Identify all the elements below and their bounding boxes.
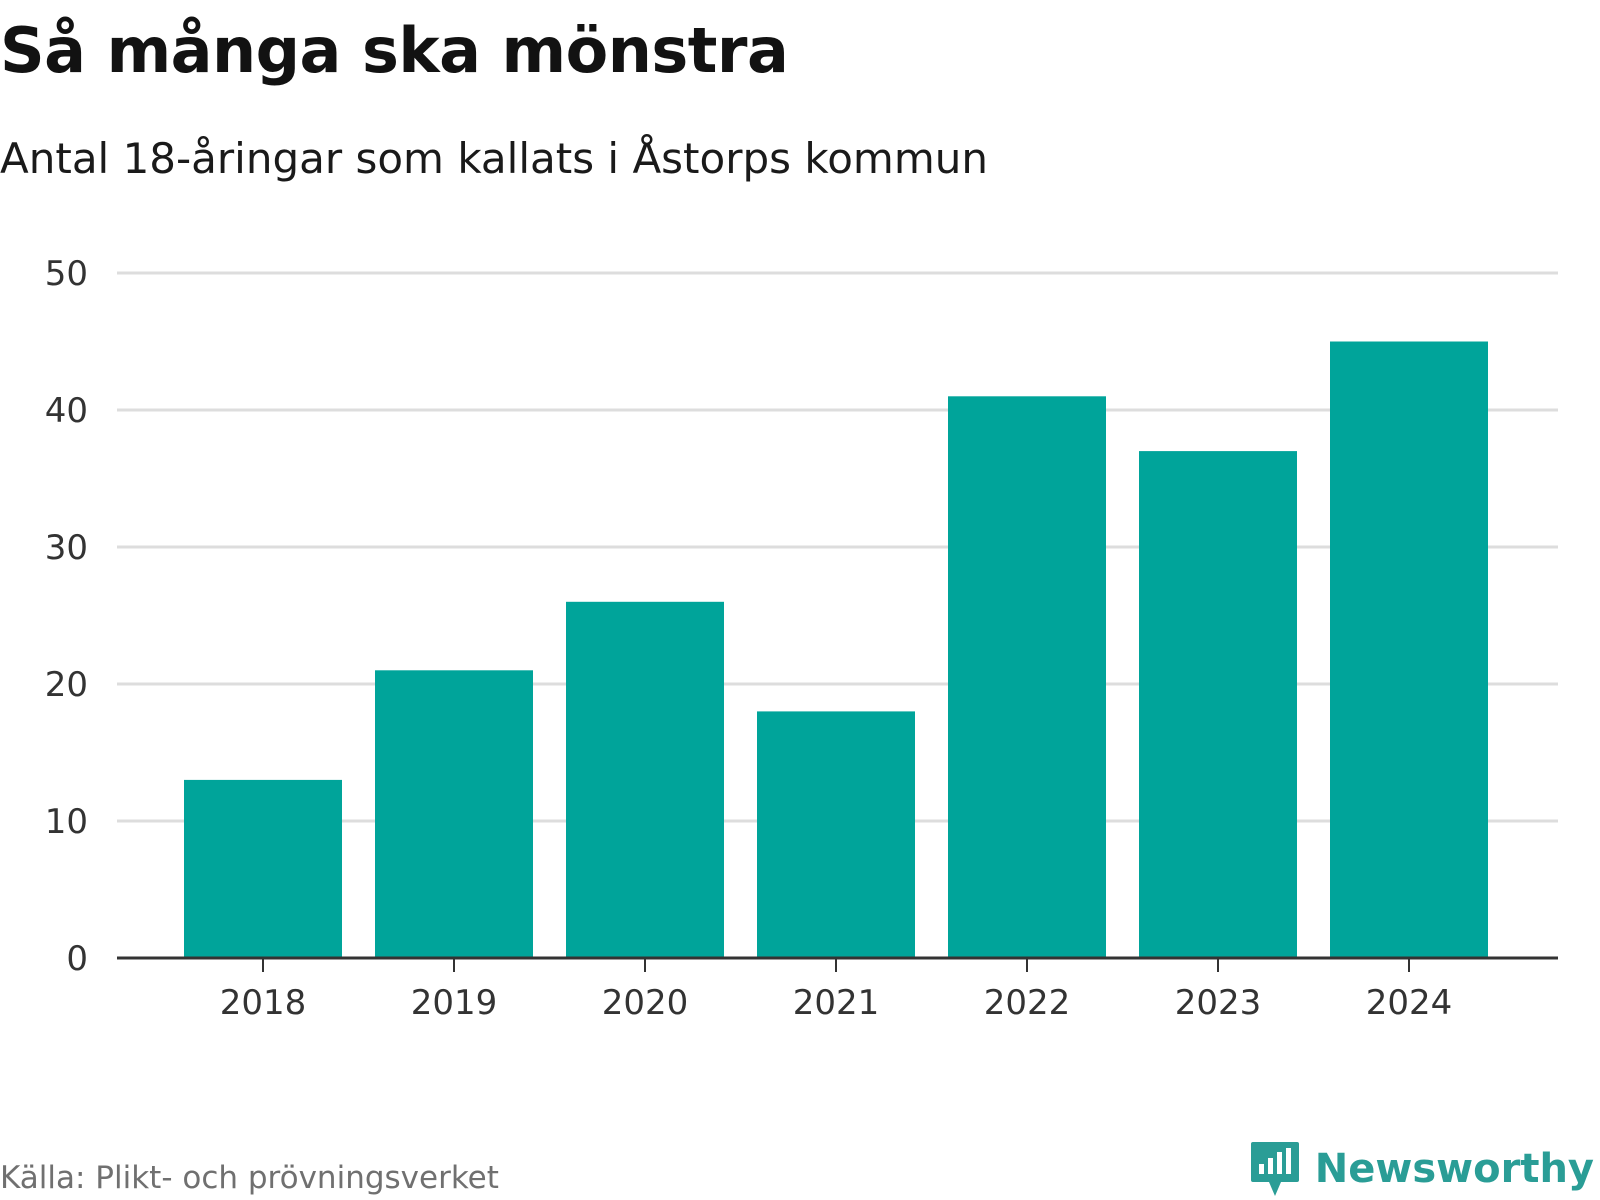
bars [184, 341, 1488, 958]
x-tick-label: 2019 [411, 983, 498, 1023]
bar-2022 [948, 396, 1106, 958]
bar-2018 [184, 779, 342, 958]
y-tick-label: 20 [45, 665, 88, 705]
x-tick-label: 2020 [602, 983, 689, 1023]
x-tick-labels: 2018 2019 2020 2021 2022 2023 2024 [220, 983, 1453, 1023]
x-tick-label: 2024 [1366, 983, 1453, 1023]
bar-2019 [375, 670, 533, 958]
brand-name: Newsworthy [1314, 1146, 1594, 1192]
bar-2020 [566, 601, 724, 958]
x-tick-label: 2022 [984, 983, 1071, 1023]
x-tick-label: 2018 [220, 983, 307, 1023]
newsworthy-logo-icon [1250, 1142, 1299, 1196]
y-tick-label: 30 [45, 528, 88, 568]
x-tick-label: 2023 [1175, 983, 1262, 1023]
y-tick-label: 10 [45, 802, 88, 842]
source-note: Källa: Plikt- och prövningsverket [0, 1160, 499, 1196]
y-tick-label: 0 [66, 939, 88, 979]
chart-subtitle: Antal 18-åringar som kallats i Åstorps k… [0, 134, 988, 183]
y-tick-labels: 0 10 20 30 40 50 [45, 254, 88, 979]
bar-2021 [757, 711, 915, 958]
bar-2023 [1139, 451, 1297, 958]
bar-chart: 0 10 20 30 40 50 2018 2019 2020 2021 2022 2023 2024 [45, 254, 1558, 1023]
bar-2024 [1330, 341, 1488, 958]
chart-title: Så många ska mönstra [0, 14, 789, 87]
y-tick-label: 50 [45, 254, 88, 294]
y-tick-label: 40 [45, 391, 88, 431]
brand-logo: Newsworthy [1249, 1140, 1594, 1198]
x-tick-label: 2021 [793, 983, 880, 1023]
x-axis [117, 956, 1558, 972]
